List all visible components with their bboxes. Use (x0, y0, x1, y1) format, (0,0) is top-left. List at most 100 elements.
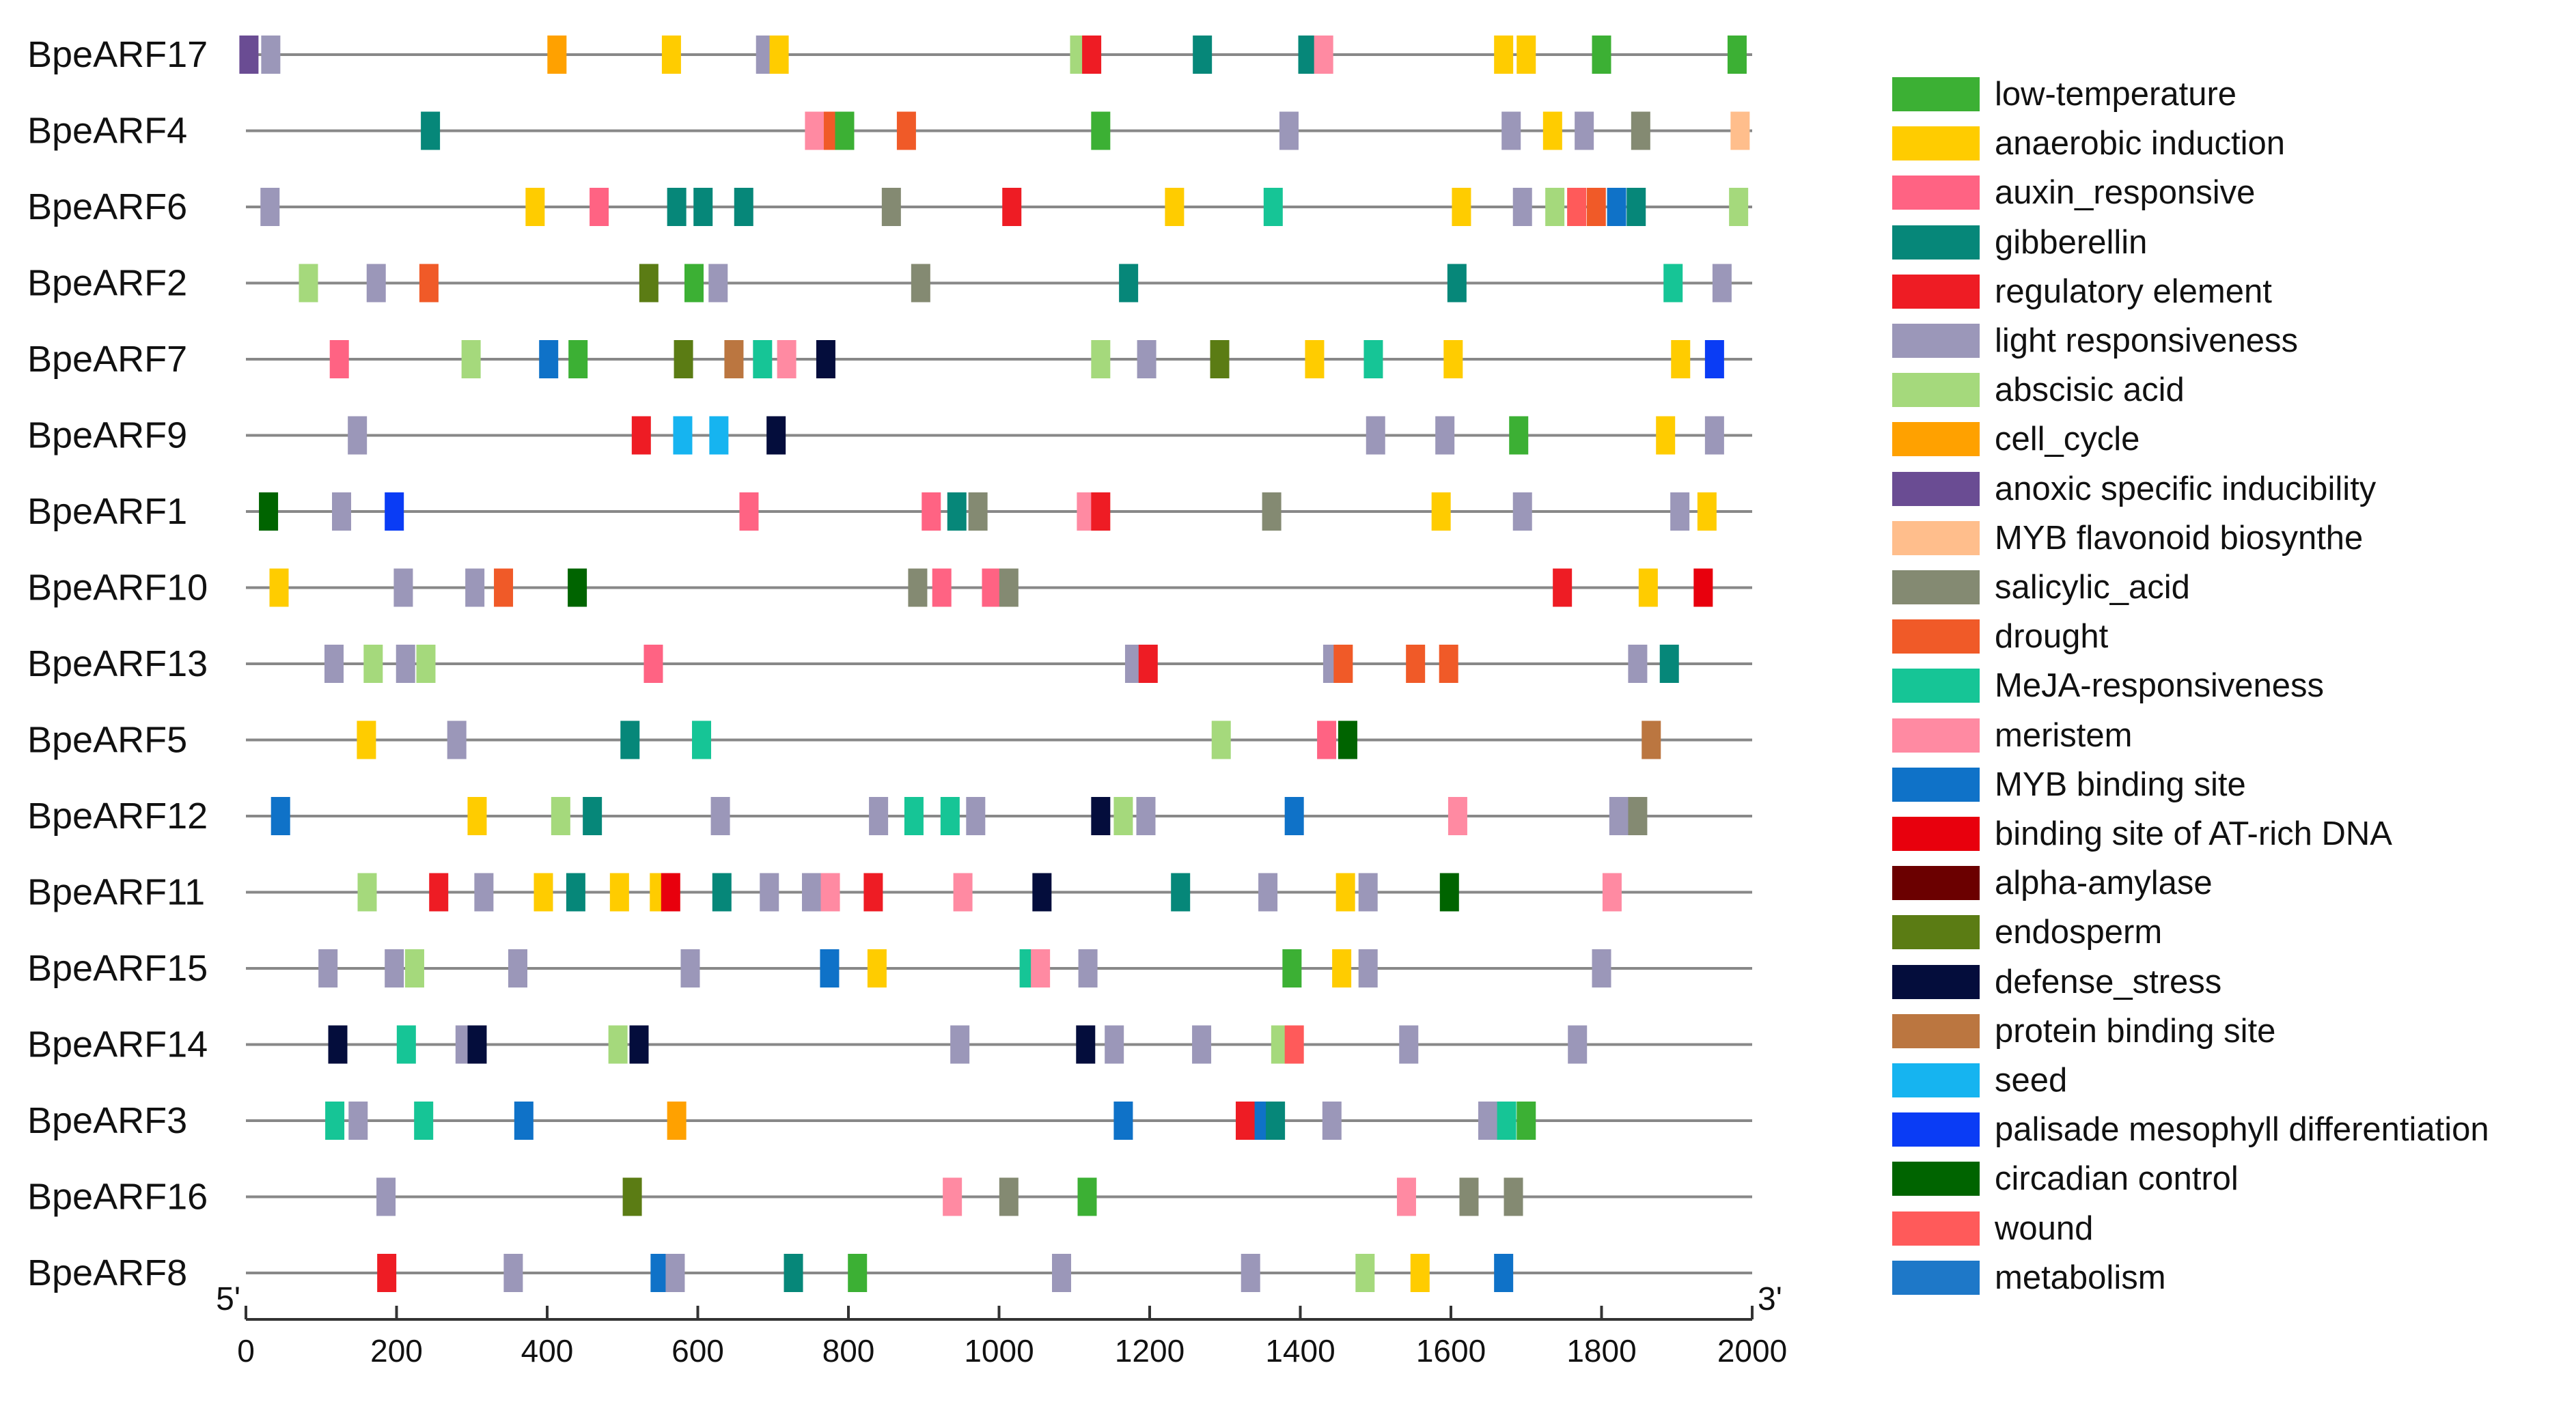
gene-label: BpeARF16 (27, 1177, 208, 1218)
legend-label: abscisic acid (1995, 372, 2185, 409)
motif-regulatory (1091, 492, 1111, 531)
x-tick-label: 0 (237, 1333, 255, 1369)
motif-meja (904, 797, 924, 835)
motif-defense (328, 1025, 348, 1064)
motif-anaerobic (525, 188, 545, 226)
motif-salicylic (968, 492, 988, 531)
motif-auxin (329, 340, 349, 378)
motif-low-temperature (835, 111, 855, 150)
motif-defense (1091, 797, 1111, 835)
legend-label: alpha-amylase (1995, 865, 2213, 902)
motif-anaerobic (1443, 340, 1463, 378)
motif-light (1136, 797, 1156, 835)
legend-swatch (1892, 373, 1980, 408)
motif-meja (325, 1102, 345, 1140)
motif-gibberellin (947, 492, 967, 531)
motif-light (447, 720, 467, 759)
motif-abscisic (363, 645, 383, 683)
motif-light (760, 873, 779, 912)
motif-salicylic (1262, 492, 1282, 531)
motif-anaerobic (1542, 111, 1562, 150)
motif-auxin (922, 492, 941, 531)
motif-anaerobic (1410, 1254, 1430, 1292)
motif-meristem (953, 873, 973, 912)
motif-light (1628, 645, 1648, 683)
motif-seed (673, 416, 693, 455)
gene-label: BpeARF12 (27, 796, 208, 837)
motif-meja (1663, 264, 1683, 303)
gene-row-bpearf7: BpeARF7 (27, 339, 1752, 380)
legend-label: circadian control (1995, 1160, 2239, 1198)
legend-item-protein_binding: protein binding site (1892, 1011, 2568, 1052)
motif-wound (1567, 188, 1587, 226)
three-prime-label: 3' (1758, 1281, 1782, 1317)
legend-swatch (1892, 767, 1980, 802)
motif-salicylic (1631, 111, 1650, 150)
motif-auxin (1317, 720, 1337, 759)
motif-light (396, 645, 415, 683)
motif-meristem (1602, 873, 1622, 912)
motif-gibberellin (421, 111, 441, 150)
motif-gibberellin (583, 797, 603, 835)
motif-drought (494, 568, 514, 607)
motif-low-temperature (684, 264, 704, 303)
motif-protein_binding (1642, 720, 1661, 759)
motif-anaerobic (357, 720, 376, 759)
motif-myb_binding (1113, 1102, 1133, 1140)
x-tick-label: 1000 (964, 1333, 1034, 1369)
motif-light (474, 873, 494, 912)
legend-swatch (1892, 471, 1980, 506)
gene-row-bpearf4: BpeARF4 (27, 111, 1752, 152)
legend-swatch (1892, 1013, 1980, 1048)
motif-gibberellin (712, 873, 732, 912)
motif-light (1137, 340, 1157, 378)
motif-drought (419, 264, 439, 303)
motif-myb_binding (539, 340, 559, 378)
motif-circadian (568, 568, 587, 607)
legend-swatch (1892, 77, 1980, 111)
motif-meristem (777, 340, 797, 378)
gene-row-bpearf11: BpeARF11 (27, 872, 1752, 913)
motif-meja (692, 720, 712, 759)
motif-light (1512, 188, 1532, 226)
legend-item-drought: drought (1892, 616, 2568, 657)
legend-label: metabolism (1995, 1259, 2166, 1296)
motif-gibberellin (1266, 1102, 1286, 1140)
legend-item-metabolism: metabolism (1892, 1257, 2568, 1298)
motif-light (393, 568, 413, 607)
motif-anaerobic (769, 36, 789, 74)
legend-swatch (1892, 225, 1980, 260)
motif-regulatory (1236, 1102, 1256, 1140)
legend-swatch (1892, 1211, 1980, 1246)
gene-row-bpearf13: BpeARF13 (27, 643, 1752, 684)
motif-defense (1032, 873, 1052, 912)
motif-regulatory (429, 873, 449, 912)
gene-label: BpeARF14 (27, 1024, 208, 1065)
motif-regulatory (631, 416, 651, 455)
legend-swatch (1892, 866, 1980, 901)
motif-anaerobic (1305, 340, 1325, 378)
motif-light (1358, 873, 1378, 912)
motif-meja (940, 797, 960, 835)
gene-row-bpearf14: BpeARF14 (27, 1024, 1752, 1065)
legend-label: protein binding site (1995, 1012, 2276, 1050)
legend-swatch (1892, 1260, 1980, 1295)
gene-rows: BpeARF17 BpeARF4 BpeARF6 BpeARF2 BpeARF7 BpeA… (27, 34, 1752, 1293)
legend-item-salicylic: salicylic_acid (1892, 567, 2568, 608)
motif-light (260, 188, 280, 226)
motif-light (348, 416, 368, 455)
motif-light (1192, 1025, 1212, 1064)
legend-item-alpha_amylase: alpha-amylase (1892, 863, 2568, 903)
gene-row-bpearf16: BpeARF16 (27, 1177, 1752, 1218)
motif-drought (1333, 645, 1353, 683)
motif-anaerobic (1656, 416, 1676, 455)
five-prime-label: 5' (216, 1281, 240, 1317)
motif-light (1435, 416, 1455, 455)
motif-meja (1497, 1102, 1516, 1140)
motif-anaerobic (661, 36, 681, 74)
motif-anaerobic (1697, 492, 1717, 531)
motif-low-temperature (848, 1254, 868, 1292)
motif-abscisic (1211, 720, 1231, 759)
motif-myb_binding (1284, 797, 1304, 835)
